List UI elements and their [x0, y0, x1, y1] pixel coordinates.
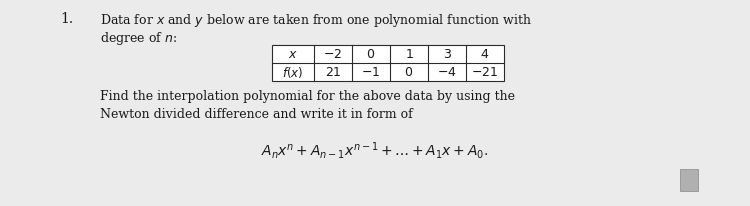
- Text: $f(x)$: $f(x)$: [282, 65, 304, 80]
- Text: $3$: $3$: [442, 48, 452, 61]
- Text: $0$: $0$: [404, 66, 413, 79]
- Text: $1$: $1$: [405, 48, 413, 61]
- Text: $0$: $0$: [367, 48, 376, 61]
- Text: $-4$: $-4$: [437, 66, 457, 79]
- Text: Find the interpolation polynomial for the above data by using the: Find the interpolation polynomial for th…: [100, 90, 515, 103]
- Text: 1.: 1.: [60, 12, 74, 26]
- Text: $A_n x^n + A_{n-1} x^{n-1} + \ldots + A_1 x + A_0.$: $A_n x^n + A_{n-1} x^{n-1} + \ldots + A_…: [262, 139, 488, 160]
- Text: $-1$: $-1$: [362, 66, 380, 79]
- Text: $4$: $4$: [481, 48, 490, 61]
- Text: $-21$: $-21$: [472, 66, 499, 79]
- Text: degree of $n$:: degree of $n$:: [100, 30, 177, 47]
- Text: $-2$: $-2$: [323, 48, 343, 61]
- Text: $21$: $21$: [325, 66, 341, 79]
- Bar: [680, 169, 698, 191]
- Bar: [272, 46, 504, 82]
- Text: Data for $x$ and $y$ below are taken from one polynomial function with: Data for $x$ and $y$ below are taken fro…: [100, 12, 532, 29]
- Text: $x$: $x$: [288, 48, 298, 61]
- Text: Newton divided difference and write it in form of: Newton divided difference and write it i…: [100, 108, 412, 121]
